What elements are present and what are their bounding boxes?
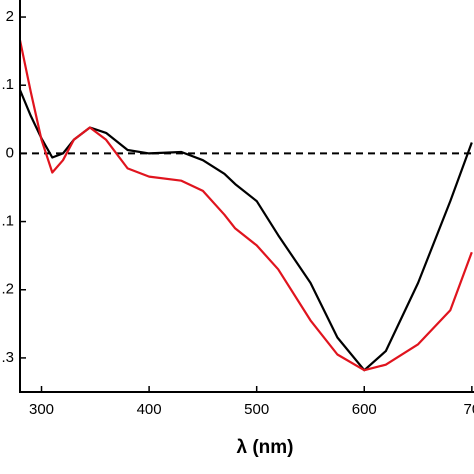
y-tick-label: .1 xyxy=(1,76,14,93)
x-tick-label: 70 xyxy=(464,401,474,418)
y-tick-label: 0 xyxy=(6,144,14,161)
x-tick-label: 400 xyxy=(137,401,162,418)
series-line xyxy=(18,39,473,372)
x-tick-label: 300 xyxy=(29,401,54,418)
x-axis-label: λ (nm) xyxy=(237,437,294,458)
series-line xyxy=(18,89,473,372)
y-tick-label: .2 xyxy=(1,281,14,298)
x-tick-label: 600 xyxy=(352,401,377,418)
y-tick-label: 2 xyxy=(6,8,14,25)
y-tick-label: .1 xyxy=(1,213,14,230)
axes xyxy=(19,0,474,393)
x-tick-label: 500 xyxy=(244,401,269,418)
y-tick-label: .3 xyxy=(1,349,14,366)
